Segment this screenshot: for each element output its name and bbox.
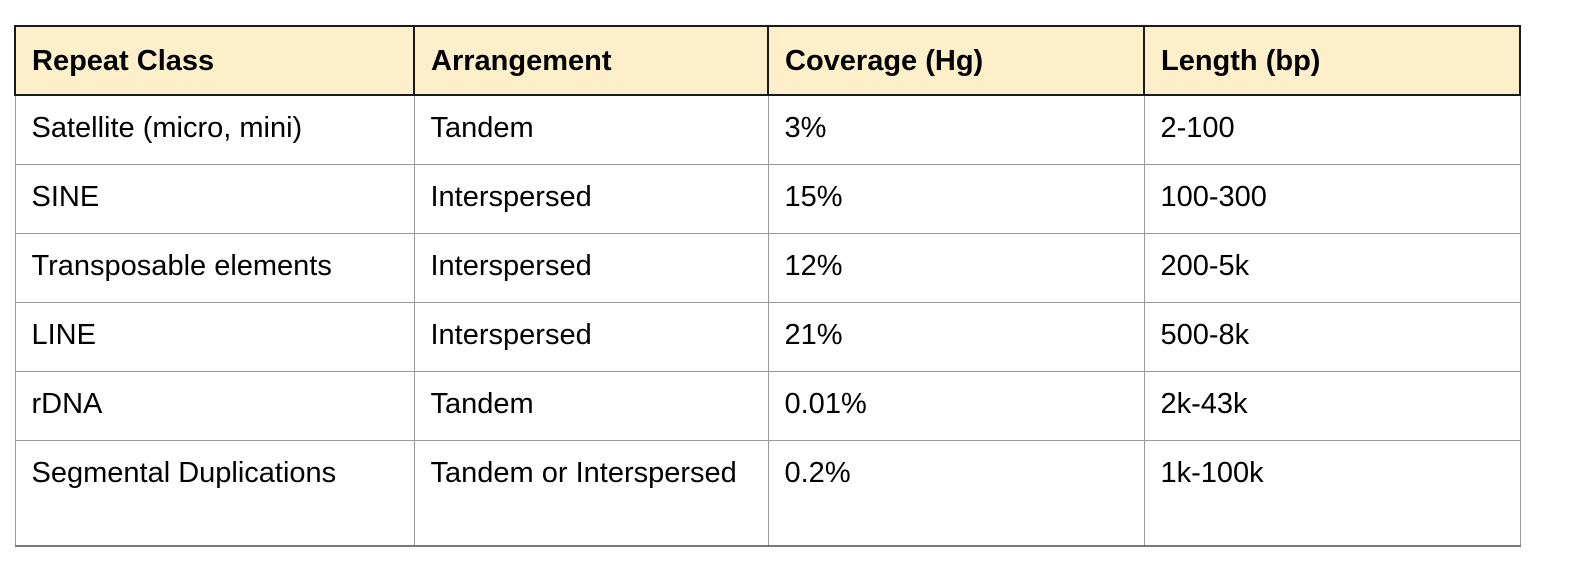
cell-length: 200-5k <box>1143 233 1521 303</box>
table-row: LINE Interspersed 21% 500-8k <box>14 302 1521 372</box>
cell-arrangement: Tandem <box>413 94 769 165</box>
table-row: Transposable elements Interspersed 12% 2… <box>14 233 1521 303</box>
cell-length: 500-8k <box>1143 302 1521 372</box>
cell-coverage: 0.2% <box>767 440 1145 547</box>
cell-repeat-class: Satellite (micro, mini) <box>14 94 415 165</box>
table-header-row: Repeat Class Arrangement Coverage (Hg) L… <box>14 25 1521 96</box>
cell-arrangement: Interspersed <box>413 164 769 234</box>
table-row: Satellite (micro, mini) Tandem 3% 2-100 <box>14 94 1521 165</box>
cell-length: 1k-100k <box>1143 440 1521 547</box>
cell-repeat-class: SINE <box>14 164 415 234</box>
table-row: rDNA Tandem 0.01% 2k-43k <box>14 371 1521 441</box>
cell-length: 2-100 <box>1143 94 1521 165</box>
cell-repeat-class: LINE <box>14 302 415 372</box>
cell-arrangement: Tandem or Interspersed <box>413 440 769 547</box>
cell-coverage: 12% <box>767 233 1145 303</box>
cell-repeat-class: Transposable elements <box>14 233 415 303</box>
cell-arrangement: Tandem <box>413 371 769 441</box>
header-repeat-class: Repeat Class <box>14 25 415 96</box>
header-coverage: Coverage (Hg) <box>767 25 1145 96</box>
cell-arrangement: Interspersed <box>413 302 769 372</box>
repeat-class-table-container: Repeat Class Arrangement Coverage (Hg) L… <box>14 25 1521 547</box>
cell-coverage: 0.01% <box>767 371 1145 441</box>
cell-coverage: 21% <box>767 302 1145 372</box>
cell-repeat-class: Segmental Duplications <box>14 440 415 547</box>
cell-length: 2k-43k <box>1143 371 1521 441</box>
cell-coverage: 15% <box>767 164 1145 234</box>
repeat-class-table: Repeat Class Arrangement Coverage (Hg) L… <box>14 25 1521 547</box>
cell-length: 100-300 <box>1143 164 1521 234</box>
table-row: SINE Interspersed 15% 100-300 <box>14 164 1521 234</box>
cell-repeat-class: rDNA <box>14 371 415 441</box>
cell-arrangement: Interspersed <box>413 233 769 303</box>
header-length: Length (bp) <box>1143 25 1521 96</box>
table-row: Segmental Duplications Tandem or Intersp… <box>14 440 1521 547</box>
header-arrangement: Arrangement <box>413 25 769 96</box>
cell-coverage: 3% <box>767 94 1145 165</box>
